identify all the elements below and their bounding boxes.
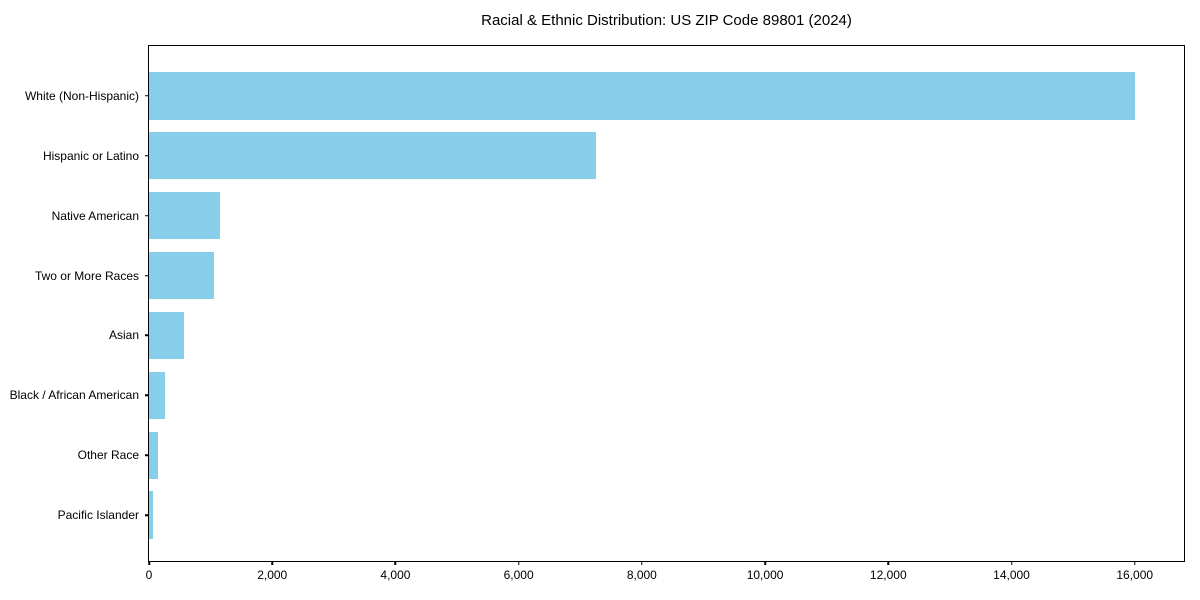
- x-tick-label: 2,000: [257, 568, 288, 582]
- bar: [149, 132, 596, 180]
- bar: [149, 251, 214, 300]
- bar: [149, 431, 158, 479]
- chart-title: Racial & Ethnic Distribution: US ZIP Cod…: [481, 12, 852, 29]
- x-tick: [394, 561, 397, 565]
- plot-area: White (Non-Hispanic) Hispanic or Latino Na…: [10, 45, 1185, 582]
- x-tick-label: 10,000: [746, 568, 784, 582]
- y-axis-label: Pacific Islander: [57, 508, 139, 523]
- x-tick: [517, 561, 520, 565]
- y-tick: [145, 214, 149, 217]
- bar-row: Asian: [109, 306, 1184, 366]
- y-tick: [145, 394, 149, 397]
- bar-row: Two or More Races: [35, 246, 1184, 306]
- x-tick: [887, 561, 890, 565]
- y-axis-label: Native American: [51, 208, 139, 223]
- bar: [149, 311, 185, 360]
- bar: [149, 371, 166, 419]
- bar-row: White (Non-Hispanic): [25, 66, 1184, 126]
- y-tick: [145, 95, 149, 97]
- bar: [149, 192, 220, 240]
- x-tick: [1010, 561, 1013, 565]
- x-tick-label: 14,000: [993, 568, 1030, 582]
- x-tick: [764, 561, 766, 565]
- bar-row: Native American: [52, 186, 1184, 246]
- y-tick: [145, 274, 149, 277]
- bar: [149, 72, 1135, 120]
- x-tick-label: 6,000: [503, 568, 534, 582]
- y-axis-label: Black / African American: [9, 388, 139, 403]
- y-axis-label: Hispanic or Latino: [42, 148, 139, 163]
- bar-row: Pacific Islander: [58, 485, 1184, 545]
- bar-row: Other Race: [78, 425, 1184, 485]
- x-axis: 0 2,000 4,000 6,000 8,000 10,000 12,000 14,000 1…: [145, 561, 1184, 591]
- y-axis-label: White (Non-Hispanic): [24, 88, 139, 103]
- x-tick-label: 4,000: [380, 568, 411, 582]
- bar: [149, 491, 154, 539]
- bar-row: Hispanic or Latino: [43, 126, 1184, 186]
- bar-rows-container: White (Non-Hispanic) Hispanic or Latino Na…: [10, 46, 1184, 561]
- x-tick: [641, 561, 643, 565]
- x-tick-label: 12,000: [869, 568, 907, 582]
- y-axis-label: Asian: [108, 328, 139, 343]
- x-tick: [271, 561, 273, 565]
- x-tick-label: 8,000: [626, 568, 657, 582]
- x-tick-label: 16,000: [1116, 568, 1154, 582]
- x-tick-label: 0: [145, 568, 153, 582]
- y-tick: [145, 155, 149, 157]
- y-axis-label: Other Race: [77, 448, 139, 463]
- y-tick: [145, 454, 149, 456]
- bar-row: Black / African American: [10, 365, 1184, 425]
- x-tick: [148, 561, 150, 565]
- y-tick: [145, 334, 149, 337]
- y-tick: [145, 514, 149, 516]
- x-tick: [1133, 561, 1136, 565]
- y-axis-label: Two or More Races: [34, 268, 139, 283]
